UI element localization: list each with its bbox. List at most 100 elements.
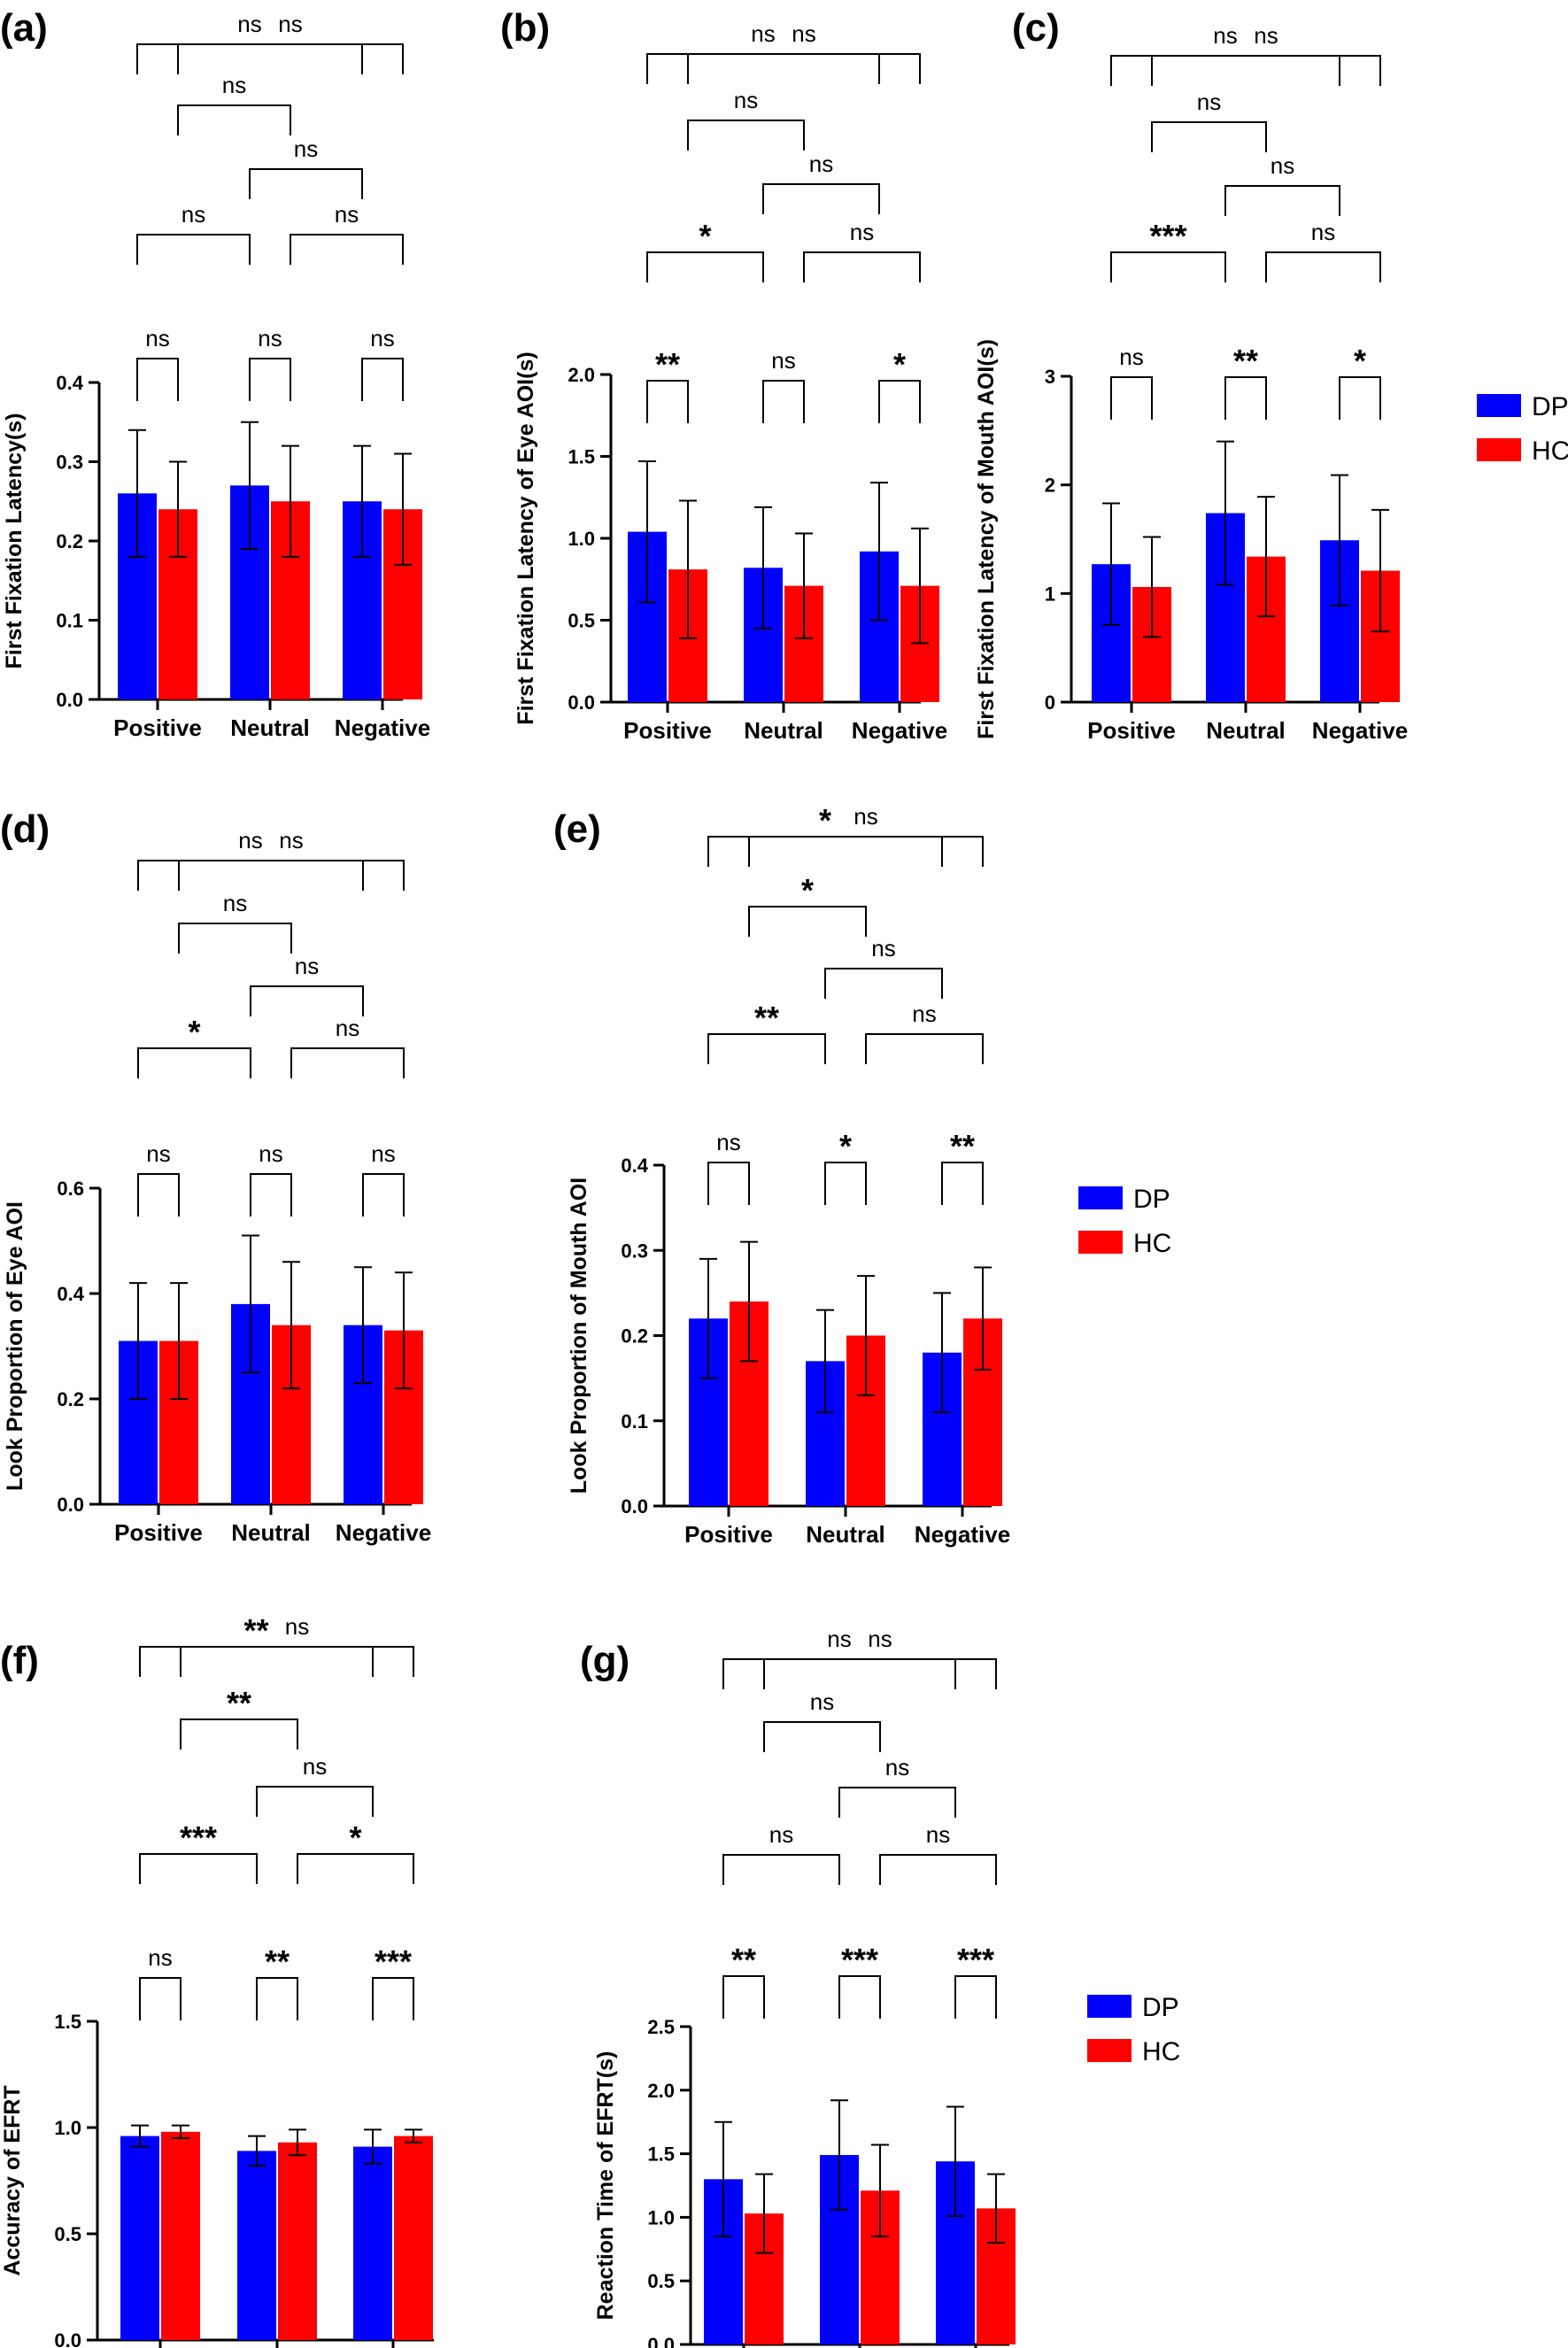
legend-swatch-hc <box>1477 438 1521 461</box>
significance-bracket <box>136 43 363 74</box>
panel-label: (b) <box>500 6 550 50</box>
legend: DP HC <box>1078 1185 1171 1258</box>
significance-label: ns <box>238 827 262 853</box>
significance-label: ns <box>734 87 758 113</box>
y-axis-title: First Fixation Latency of Eye AOI(s) <box>514 351 538 724</box>
significance-label: *** <box>180 1819 217 1856</box>
significance-label: ** <box>731 1942 756 1978</box>
significance-bracket <box>177 43 404 74</box>
x-category-label: Positive <box>623 717 712 744</box>
legend-swatch-dp <box>1078 1186 1123 1209</box>
significance-bracket <box>180 1646 414 1677</box>
panel-label: (a) <box>0 6 48 50</box>
significance-bracket <box>1265 251 1381 282</box>
significance-bracket <box>879 1854 997 1885</box>
legend-label: HC <box>1142 2037 1180 2066</box>
significance-label: * <box>188 1014 200 1050</box>
significance-label: ns <box>769 1821 793 1848</box>
significance-label: ns <box>258 325 282 351</box>
significance-label: * <box>893 346 906 382</box>
significance-bracket <box>762 183 880 214</box>
significance-bracket <box>256 1786 374 1817</box>
y-tick-label: 0.0 <box>568 691 595 714</box>
significance-brackets: ns ** ****** *ns**** ns <box>139 1612 414 2020</box>
series-DP <box>119 1234 382 1504</box>
significance-bracket <box>178 923 292 954</box>
legend-swatch-dp <box>1087 1995 1132 2018</box>
y-tick-label: 0.2 <box>621 1325 648 1348</box>
significance-bracket <box>646 251 764 282</box>
significance-label: ns <box>885 1754 909 1780</box>
significance-label: *** <box>841 1942 878 1978</box>
y-tick-label: 0.0 <box>57 1494 84 1516</box>
significance-label: ns <box>259 1140 282 1167</box>
y-axis-title: Accuracy of EFRT <box>0 2085 25 2275</box>
y-tick-label: 1.5 <box>568 446 595 468</box>
significance-label: *** <box>1149 218 1186 254</box>
chart-panel-2: (c) 0 1 2 3 First Fixation Latency of Mouth A… <box>974 6 1568 744</box>
series-DP <box>120 2124 392 2340</box>
significance-label: ns <box>148 1944 172 1971</box>
panel-label: (c) <box>1012 6 1060 50</box>
y-axis-title: Look Proportion of Eye AOI <box>3 1201 27 1491</box>
significance-bracket <box>687 53 921 84</box>
significance-label: ns <box>237 11 261 37</box>
significance-bracket <box>646 380 689 423</box>
y-tick-label: 0.4 <box>621 1155 648 1177</box>
significance-bracket <box>139 1977 182 2020</box>
y-axis-title: Look Proportion of Mouth AOI <box>567 1178 591 1494</box>
series-HC <box>730 1240 1002 1506</box>
significance-bracket <box>865 1033 984 1064</box>
significance-label: ** <box>754 1000 779 1036</box>
significance-label: ns <box>854 803 877 830</box>
y-tick-label: 0.5 <box>647 2270 675 2292</box>
y-tick-label: 1.5 <box>647 2143 675 2166</box>
x-category-label: Negative <box>335 714 430 741</box>
significance-bracket <box>763 1721 881 1752</box>
significance-label: ns <box>335 201 359 228</box>
significance-label: ns <box>912 1000 936 1027</box>
series-DP <box>118 421 382 699</box>
significance-bracket <box>1224 185 1340 216</box>
x-category-label: Neutral <box>230 714 310 741</box>
significance-label: ns <box>1254 22 1278 49</box>
significance-bracket <box>136 358 179 401</box>
y-tick-label: 0.4 <box>57 1283 84 1305</box>
significance-bracket <box>297 1853 414 1884</box>
bar-negative-hc <box>394 2136 433 2340</box>
chart-panel-0: (a) 0.0 0.1 0.2 0.3 0.4 First Fixation Latency… <box>0 6 430 741</box>
significance-bracket <box>290 234 404 265</box>
significance-label: ns <box>810 1688 834 1715</box>
x-category-label: Positive <box>684 1521 773 1548</box>
significance-label: ** <box>950 1128 975 1164</box>
significance-label: ns <box>146 1140 170 1167</box>
significance-bracket <box>707 836 943 867</box>
significance-label: ns <box>1119 344 1143 370</box>
bar-positive-hc <box>161 2131 200 2340</box>
y-tick-label: 1.0 <box>54 2117 81 2139</box>
significance-label: ns <box>850 219 874 245</box>
significance-bracket <box>1110 251 1226 282</box>
y-tick-label: 0.3 <box>621 1240 648 1262</box>
series-DP <box>1092 440 1359 702</box>
significance-label: ns <box>370 325 394 351</box>
x-category-label: Positive <box>114 1519 203 1546</box>
significance-bracket <box>763 1658 997 1689</box>
significance-bracket <box>180 1719 298 1749</box>
significance-bracket <box>707 1033 826 1064</box>
panel-label: (d) <box>0 807 50 851</box>
chart-panel-1: (b) 0.0 0.5 1.0 1.5 2.0 First Fixation Latency… <box>500 6 947 744</box>
y-tick-label: 1.0 <box>647 2206 675 2228</box>
panel-label: (f) <box>0 1639 39 1682</box>
significance-bracket <box>748 836 984 867</box>
significance-bracket <box>1151 55 1381 86</box>
significance-bracket <box>249 358 291 401</box>
y-tick-label: 0.4 <box>56 372 83 394</box>
significance-bracket <box>838 1975 881 2019</box>
y-tick-label: 0.2 <box>57 1388 84 1410</box>
significance-bracket <box>290 1047 405 1078</box>
